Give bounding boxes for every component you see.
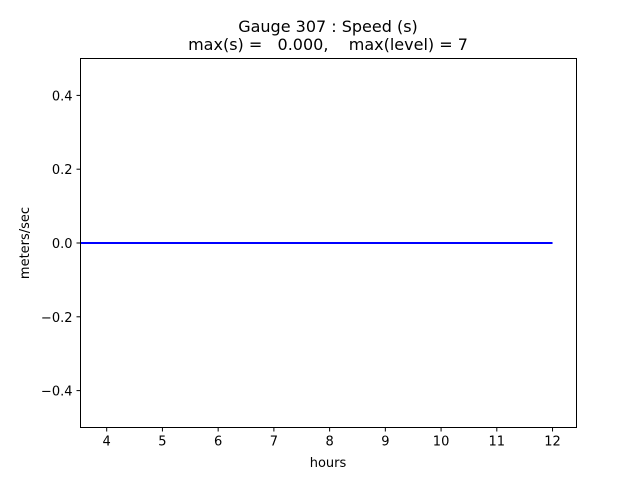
x-axis: 4 5 6 7 8 9 10 11 12	[103, 427, 561, 450]
x-tick-label: 8	[325, 435, 333, 450]
x-tick-label: 9	[381, 435, 389, 450]
y-axis-label: meters/sec	[18, 207, 33, 279]
y-tick-label: −0.4	[41, 385, 73, 400]
x-tick-label: 11	[489, 435, 506, 450]
y-tick-label: 0.4	[52, 89, 73, 104]
x-tick-label: 7	[270, 435, 278, 450]
x-tick-label: 6	[214, 435, 222, 450]
chart-title: Gauge 307 : Speed (s)	[238, 17, 418, 36]
x-axis-label: hours	[310, 456, 347, 471]
axes-frame	[80, 58, 577, 428]
x-tick-label: 4	[103, 435, 111, 450]
x-tick-label: 5	[158, 435, 166, 450]
y-axis: −0.4 −0.2 0.0 0.2 0.4	[41, 89, 81, 400]
y-tick-label: 0.0	[52, 237, 73, 252]
chart-subtitle: max(s) = 0.000, max(level) = 7	[188, 35, 468, 54]
y-tick-label: −0.2	[41, 311, 73, 326]
x-tick-label: 12	[544, 435, 561, 450]
y-tick-label: 0.2	[52, 163, 73, 178]
x-tick-label: 10	[433, 435, 450, 450]
